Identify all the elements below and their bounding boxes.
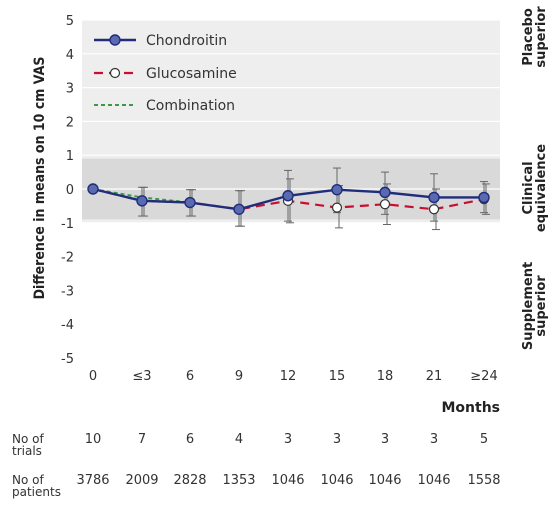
y-tick-label: -2	[61, 251, 74, 266]
x-tick-label: 15	[329, 369, 346, 384]
x-tick-label: 0	[89, 369, 97, 384]
point-chondroitin	[282, 190, 294, 202]
legend-label-chondroitin: Chondroitin	[146, 33, 227, 49]
patients-row-label: No of	[12, 473, 44, 487]
x-tick-label: 18	[377, 369, 394, 384]
point-glucosamine	[428, 204, 440, 215]
legend-label-combination: Combination	[146, 98, 235, 114]
x-tick-label: 21	[426, 369, 443, 384]
y-tick-label: -1	[61, 217, 74, 232]
trials-count: 10	[84, 432, 102, 447]
series-layer	[87, 167, 490, 231]
point-chondroitin	[331, 183, 343, 196]
patients-count: 2828	[173, 473, 207, 488]
legend-marker-glucosamine	[109, 67, 121, 79]
y-axis-label: Difference in means on 10 cm VAS	[32, 57, 48, 300]
patients-count: 1353	[222, 473, 256, 488]
x-tick-label: ≥24	[470, 369, 497, 384]
patients-count: 2009	[125, 473, 159, 488]
y-tick-label: -3	[61, 284, 74, 299]
patients-count: 1046	[271, 473, 305, 488]
patients-count: 1046	[320, 473, 354, 488]
x-tick-label: ≤3	[132, 369, 151, 384]
legend-label-glucosamine: Glucosamine	[146, 66, 237, 82]
patients-count: 1046	[368, 473, 402, 488]
y-tick-label: 1	[66, 149, 74, 164]
y-tick-label: -4	[61, 318, 74, 333]
point-chondroitin	[478, 191, 490, 204]
y-tick-label: 3	[66, 82, 74, 97]
point-glucosamine	[379, 199, 391, 210]
trials-count: 3	[380, 432, 390, 447]
x-axis-label: Months	[441, 400, 500, 416]
trials-row-label: trials	[12, 444, 42, 458]
patients-count: 1046	[417, 473, 451, 488]
trials-count: 3	[283, 432, 293, 447]
y-tick-label: 0	[66, 183, 74, 198]
patients-row-label: patients	[12, 485, 61, 499]
point-chondroitin	[379, 186, 391, 199]
legend-marker-chondroitin	[109, 34, 121, 46]
patients-count: 1558	[467, 473, 501, 488]
trials-count: 7	[137, 432, 147, 447]
point-chondroitin	[136, 195, 148, 207]
y-tick-label: 2	[66, 115, 74, 130]
trials-count: 6	[185, 432, 195, 447]
y-tick-label: 5	[66, 14, 74, 29]
zone-label-line2: superior	[534, 6, 549, 68]
zone-label-line1: Placebo	[521, 8, 536, 66]
trials-count: 3	[429, 432, 439, 447]
y-tick-label: 4	[66, 48, 74, 63]
zone-label-line2: equivalence	[534, 144, 549, 232]
x-tick-label: 6	[186, 369, 194, 384]
point-glucosamine	[331, 202, 343, 213]
x-tick-label: 12	[280, 369, 297, 384]
point-chondroitin	[428, 191, 440, 204]
point-chondroitin	[233, 203, 245, 215]
point-chondroitin	[184, 196, 196, 209]
y-tick-label: -5	[61, 352, 74, 367]
zone-label-line1: Clinical	[521, 161, 536, 214]
legend: Chondroitin Glucosamine Combination	[94, 33, 237, 114]
patients-count: 3786	[76, 473, 110, 488]
point-chondroitin	[87, 183, 99, 195]
zone-label-line2: superior	[534, 275, 549, 337]
trials-count: 3	[332, 432, 342, 447]
trials-count: 5	[479, 432, 489, 447]
x-tick-label: 9	[235, 369, 243, 384]
trials-row-label: No of	[12, 432, 44, 446]
zone-label-line1: Supplement	[521, 262, 536, 350]
trials-count: 4	[234, 432, 244, 447]
